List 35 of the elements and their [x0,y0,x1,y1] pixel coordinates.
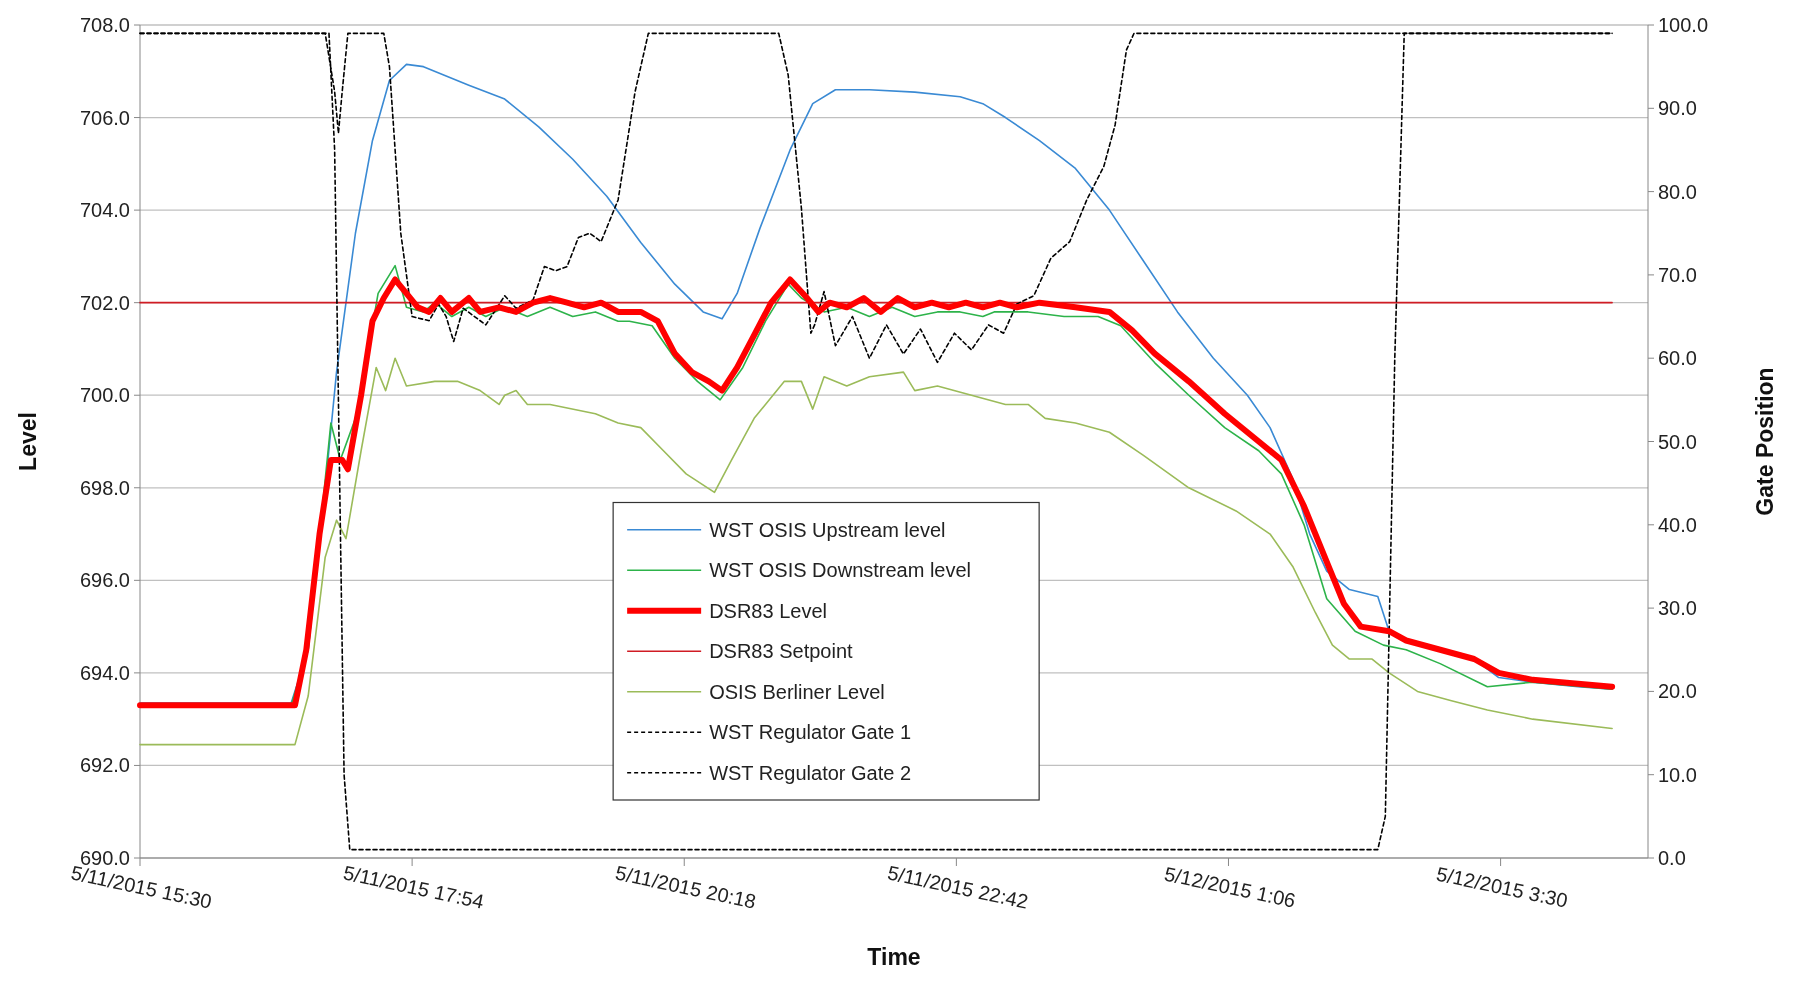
y-tick-label: 706.0 [79,106,130,129]
legend-label: WST OSIS Upstream level [709,518,946,541]
y-tick-label: 702.0 [79,291,130,314]
y2-tick-label: 10.0 [1658,763,1697,786]
y2-tick-label: 30.0 [1658,597,1697,620]
legend-label: DSR83 Setpoint [709,640,853,663]
x-axis-title: Time [867,944,921,970]
y2-tick-label: 40.0 [1658,513,1697,536]
y2-tick-label: 60.0 [1658,347,1697,370]
y-tick-label: 704.0 [79,199,130,222]
y2-tick-label: 20.0 [1658,680,1697,703]
legend-label: DSR83 Level [709,599,827,622]
y2-tick-label: 90.0 [1658,97,1697,120]
legend-label: OSIS Berliner Level [709,680,885,703]
x-tick-label: 5/11/2015 20:18 [613,861,758,913]
y-tick-label: 696.0 [79,569,130,592]
legend-label: WST Regulator Gate 2 [709,761,912,784]
y-tick-label: 698.0 [79,476,130,499]
y-axis-title: Level [15,412,41,471]
y-tick-label: 700.0 [79,384,130,407]
y-tick-label: 708.0 [79,14,130,36]
legend-label: WST Regulator Gate 1 [709,721,912,744]
y2-tick-label: 50.0 [1658,430,1697,453]
y2-tick-label: 0.0 [1658,847,1686,869]
y-tick-label: 692.0 [79,754,130,777]
y2-axis-title: Gate Position [1752,367,1778,516]
x-tick-label: 5/12/2015 1:06 [1162,862,1298,912]
x-tick-label: 5/12/2015 3:30 [1434,862,1570,912]
legend-label: WST OSIS Downstream level [709,559,972,582]
x-tick-label: 5/11/2015 17:54 [341,861,486,913]
y2-tick-label: 100.0 [1658,14,1709,36]
y2-tick-label: 70.0 [1658,263,1697,286]
x-tick-label: 5/11/2015 22:42 [885,861,1031,913]
y2-tick-label: 80.0 [1658,180,1697,203]
y-tick-label: 694.0 [79,661,130,684]
